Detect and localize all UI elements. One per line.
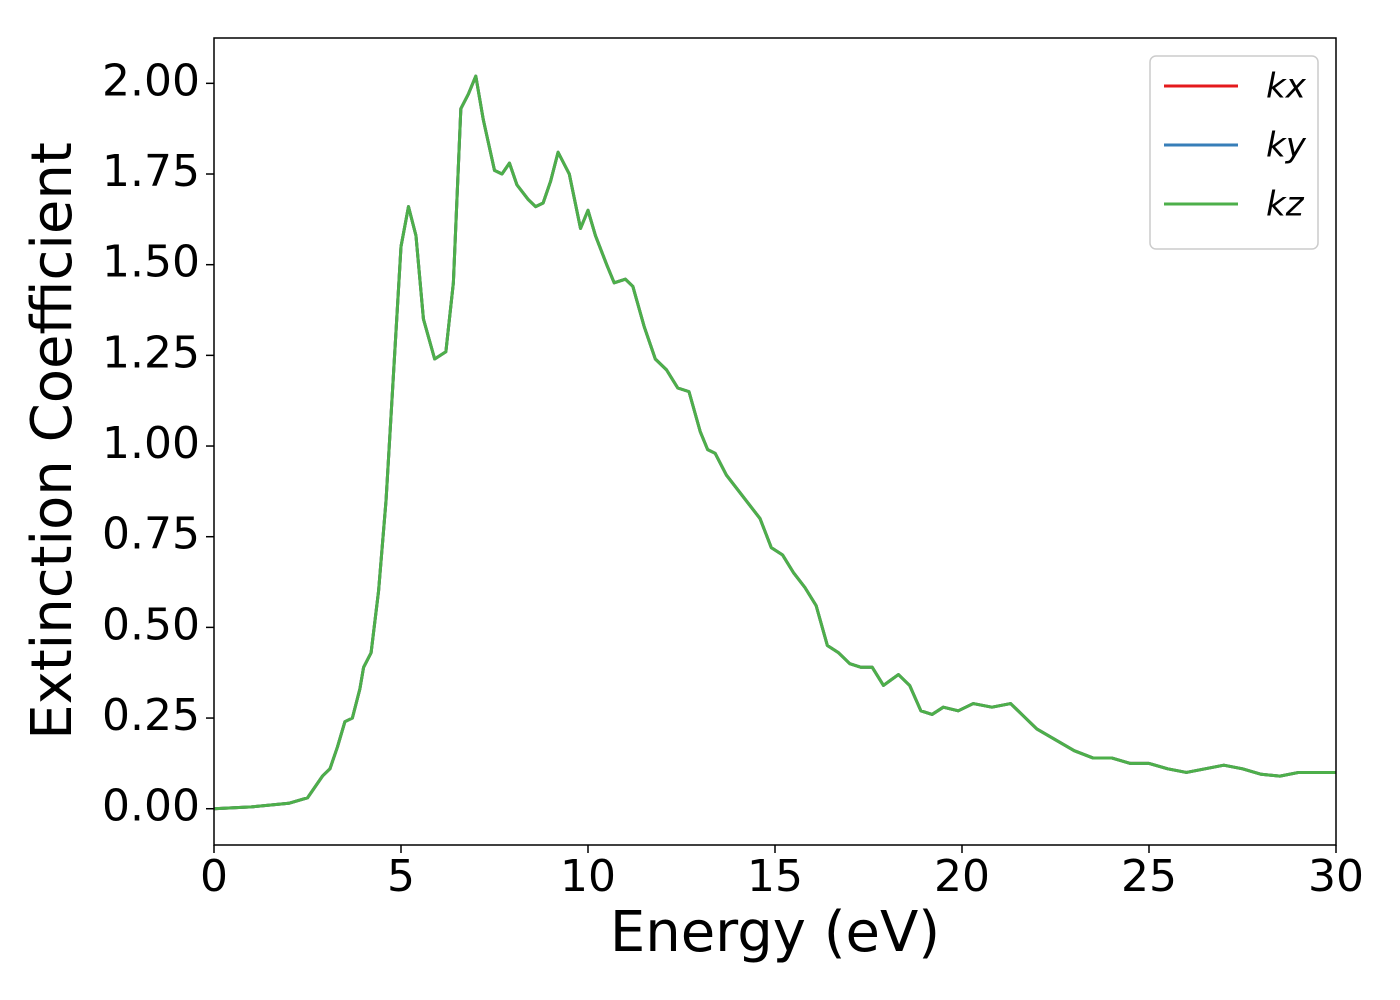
data-line bbox=[213, 74, 1336, 811]
plot-frame bbox=[213, 37, 1337, 846]
y-tick-label: 0.50 bbox=[102, 599, 200, 650]
y-tick-label: 1.75 bbox=[102, 146, 200, 197]
x-tick-label: 25 bbox=[1121, 851, 1177, 902]
y-tick-label: 1.25 bbox=[102, 327, 200, 378]
x-axis-label: Energy (eV) bbox=[610, 900, 940, 965]
x-tick-label: 0 bbox=[200, 851, 228, 902]
y-tick-label: 1.00 bbox=[102, 418, 200, 469]
y-tick-label: 1.50 bbox=[102, 237, 200, 288]
y-tick-label: 0.25 bbox=[102, 690, 200, 741]
x-tick-label: 5 bbox=[387, 851, 415, 902]
x-tick-label: 30 bbox=[1308, 851, 1364, 902]
legend-label: ky bbox=[1266, 126, 1307, 166]
y-tick-label: 2.00 bbox=[102, 55, 200, 106]
legend-label: kx bbox=[1266, 67, 1307, 107]
y-axis-label: Extinction Coefficient bbox=[20, 142, 85, 740]
x-tick-label: 20 bbox=[934, 851, 990, 902]
legend-box bbox=[1149, 55, 1319, 250]
legend-label: kz bbox=[1266, 185, 1305, 225]
y-tick-label: 0.00 bbox=[102, 781, 200, 832]
x-tick-label: 15 bbox=[747, 851, 803, 902]
y-tick-label: 0.75 bbox=[102, 509, 200, 560]
x-tick-label: 10 bbox=[560, 851, 616, 902]
